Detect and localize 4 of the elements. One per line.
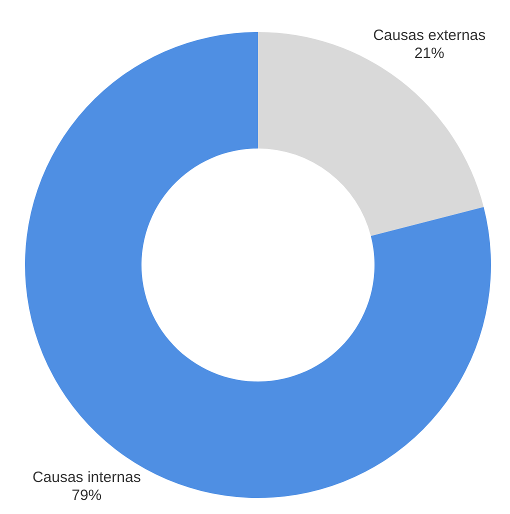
data-label: 21% bbox=[414, 45, 444, 62]
data-label: 79% bbox=[72, 486, 102, 504]
slice-label: Causas externas bbox=[373, 27, 486, 44]
slice-label: Causas internas bbox=[32, 468, 141, 486]
